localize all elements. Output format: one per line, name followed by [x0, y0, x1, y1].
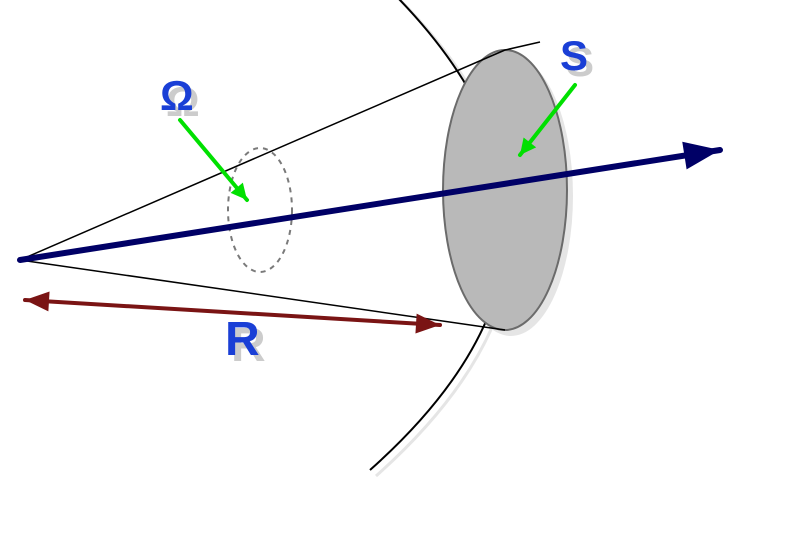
svg-text:Ω: Ω — [160, 72, 194, 119]
svg-text:R: R — [225, 313, 260, 366]
r-label: RR — [225, 313, 266, 372]
solid-angle-diagram: ΩΩ SS RR — [0, 0, 800, 534]
s-label: SS — [560, 32, 594, 85]
omega-label: ΩΩ — [160, 72, 200, 125]
svg-text:S: S — [560, 32, 588, 79]
